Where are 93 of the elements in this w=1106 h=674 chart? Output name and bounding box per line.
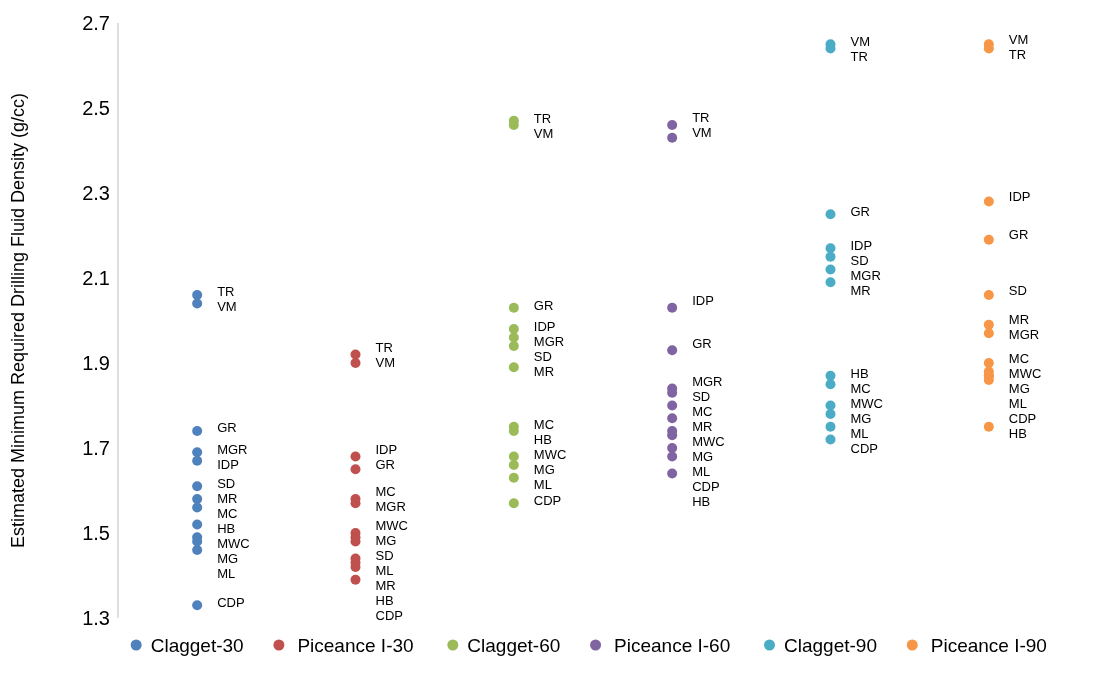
annotation: MG <box>850 410 872 426</box>
annotation: SD <box>1008 282 1027 298</box>
annotation: IDP <box>217 456 239 472</box>
annotation: MC <box>850 380 871 396</box>
annotation: HB <box>375 593 394 609</box>
annotation: MG <box>217 550 239 566</box>
annotation: GR <box>375 456 395 472</box>
annotation: HB <box>533 431 552 447</box>
annotation: MWC <box>692 433 725 449</box>
annotation: TR <box>217 284 235 300</box>
annotation: MR <box>533 364 555 380</box>
annotation: MGR <box>533 334 565 350</box>
annotation: IDP <box>1008 189 1031 205</box>
annotation: ML <box>692 463 711 479</box>
annotation: SD <box>217 475 236 491</box>
annotation: MC <box>533 416 555 432</box>
annotation: MGR <box>850 268 881 284</box>
annotation: TR <box>533 110 552 126</box>
annotation: TR <box>850 49 868 65</box>
annotation: SD <box>375 548 394 564</box>
annotation: MC <box>692 403 713 419</box>
annotation: MWC <box>217 535 250 551</box>
annotation: MR <box>850 283 871 299</box>
annotation: VM <box>1008 31 1029 47</box>
annotation: MR <box>692 418 713 434</box>
annotation: MG <box>1008 380 1030 396</box>
annotation: VM <box>850 34 870 50</box>
annotation: IDP <box>533 319 556 335</box>
annotation: GR <box>1008 227 1029 243</box>
x-tick-label: Clagget-30 <box>150 634 244 656</box>
annotation: SD <box>533 349 552 365</box>
y-tick-label: 2.3 <box>82 182 110 205</box>
y-tick-label: 2.5 <box>82 97 110 120</box>
annotation: MGR <box>375 499 406 515</box>
annotation: MGR <box>1008 327 1040 343</box>
annotation: CDP <box>217 594 245 610</box>
annotation: CDP <box>533 493 562 509</box>
annotation: CDP <box>1008 410 1037 426</box>
annotation: GR <box>217 420 237 436</box>
annotation: GR <box>850 204 870 220</box>
y-tick-label: 1.5 <box>82 522 110 545</box>
y-tick-label: 1.3 <box>82 607 110 630</box>
annotation: MGR <box>217 441 248 457</box>
annotation: IDP <box>850 238 873 254</box>
annotation: CDP <box>850 440 878 456</box>
annotation: MWC <box>1008 365 1042 381</box>
annotation: MR <box>217 490 238 506</box>
annotation: CDP <box>375 608 403 624</box>
annotation: HB <box>692 493 711 509</box>
annotation: ML <box>850 425 869 441</box>
annotation: ML <box>217 565 236 581</box>
annotation: MWC <box>533 446 567 462</box>
x-tick-label: Piceance I-90 <box>930 634 1047 656</box>
y-tick-label: 2.7 <box>82 12 110 35</box>
annotation: MWC <box>850 395 883 411</box>
y-tick-label: 1.9 <box>82 352 110 375</box>
annotation: ML <box>375 563 394 579</box>
annotation: VM <box>217 299 237 315</box>
annotation: TR <box>375 339 393 355</box>
annotation: ML <box>1008 395 1027 411</box>
annotation: MG <box>692 448 714 464</box>
annotation: GR <box>692 335 712 351</box>
annotation: HB <box>850 365 869 381</box>
annotation: CDP <box>692 478 720 494</box>
annotation: IDP <box>692 293 714 309</box>
annotation: MC <box>375 484 396 500</box>
annotation: MWC <box>375 518 408 534</box>
annotation: TR <box>1008 46 1027 62</box>
annotation: MGR <box>692 373 723 389</box>
annotation: VM <box>692 125 712 141</box>
annotation: MR <box>1008 312 1030 328</box>
x-tick-label: Clagget-60 <box>467 634 561 656</box>
annotation: ML <box>533 476 552 492</box>
annotation: VM <box>375 354 395 370</box>
annotation: MR <box>375 578 396 594</box>
x-tick-label: Piceance I-30 <box>297 634 414 656</box>
y-tick-label: 2.1 <box>82 267 110 290</box>
annotation: VM <box>533 125 554 141</box>
annotation: SD <box>692 388 711 404</box>
annotation: MC <box>1008 350 1030 366</box>
annotation: MC <box>217 505 238 521</box>
x-tick-label: Clagget-90 <box>784 634 877 656</box>
annotation: GR <box>533 297 554 313</box>
annotation: IDP <box>375 441 398 457</box>
annotation: MG <box>375 533 397 549</box>
annotation: HB <box>217 520 236 536</box>
annotation: MG <box>533 461 555 477</box>
annotation: SD <box>850 253 869 269</box>
y-tick-label: 1.7 <box>82 437 110 460</box>
x-tick-label: Piceance I-60 <box>614 634 731 656</box>
annotation: HB <box>1008 425 1027 441</box>
annotation: TR <box>692 110 710 126</box>
y-axis-title: Estimated Minimum Required Drilling Fluid Density (g/cc) <box>8 92 29 549</box>
